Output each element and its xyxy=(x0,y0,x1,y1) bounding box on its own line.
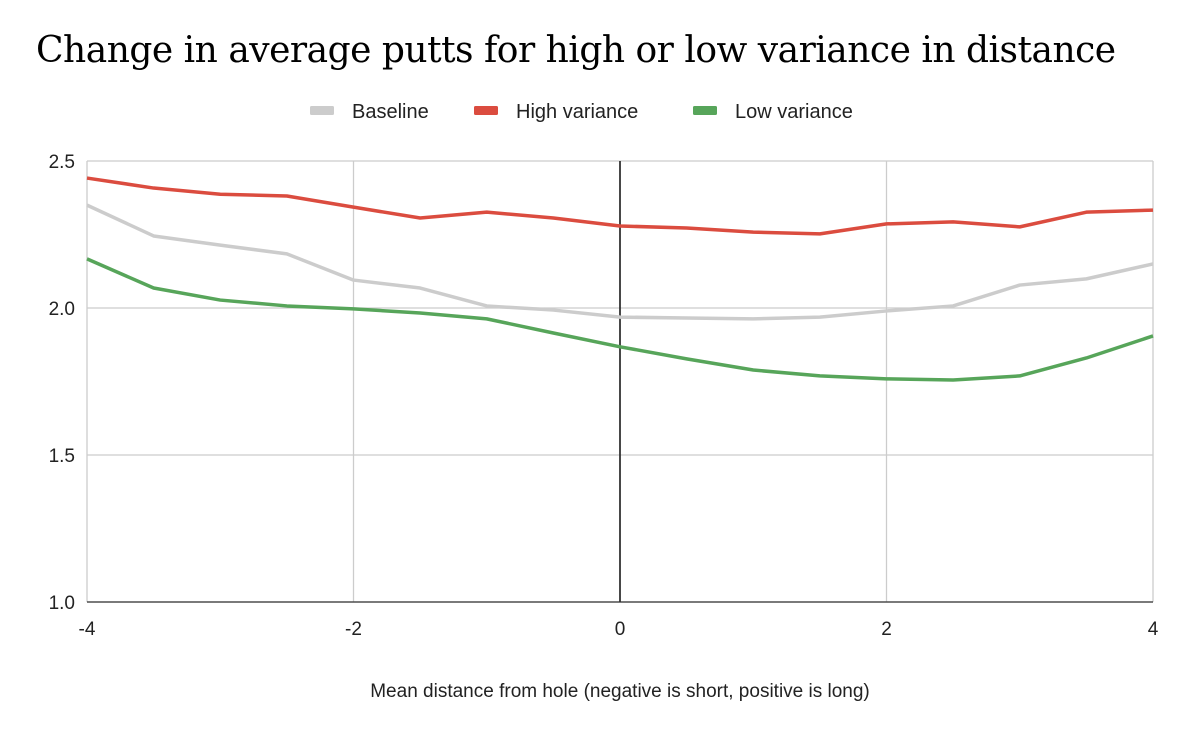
series-line-low-variance xyxy=(86,257,1154,382)
y-tick-label: 2.5 xyxy=(49,152,75,173)
legend-swatch xyxy=(310,106,334,115)
legend-label: Low variance xyxy=(735,101,853,123)
series-line-high-variance xyxy=(86,176,1154,236)
x-tick-label: 4 xyxy=(1148,619,1159,640)
series-line-baseline xyxy=(86,203,1154,321)
x-tick-label: 2 xyxy=(881,619,892,640)
legend-swatch xyxy=(693,106,717,115)
legend-swatch xyxy=(474,106,498,115)
y-tick-label: 1.5 xyxy=(49,446,75,467)
x-tick-label: -2 xyxy=(345,619,362,640)
x-tick-label: 0 xyxy=(615,619,626,640)
legend-label: Baseline xyxy=(352,101,429,123)
x-axis-label: Mean distance from hole (negative is sho… xyxy=(370,681,870,702)
x-tick-label: -4 xyxy=(79,619,96,640)
y-tick-label: 2.0 xyxy=(49,299,75,320)
legend-label: High variance xyxy=(516,101,638,123)
chart-title: Change in average putts for high or low … xyxy=(36,30,1116,71)
y-tick-label: 1.0 xyxy=(49,593,75,614)
